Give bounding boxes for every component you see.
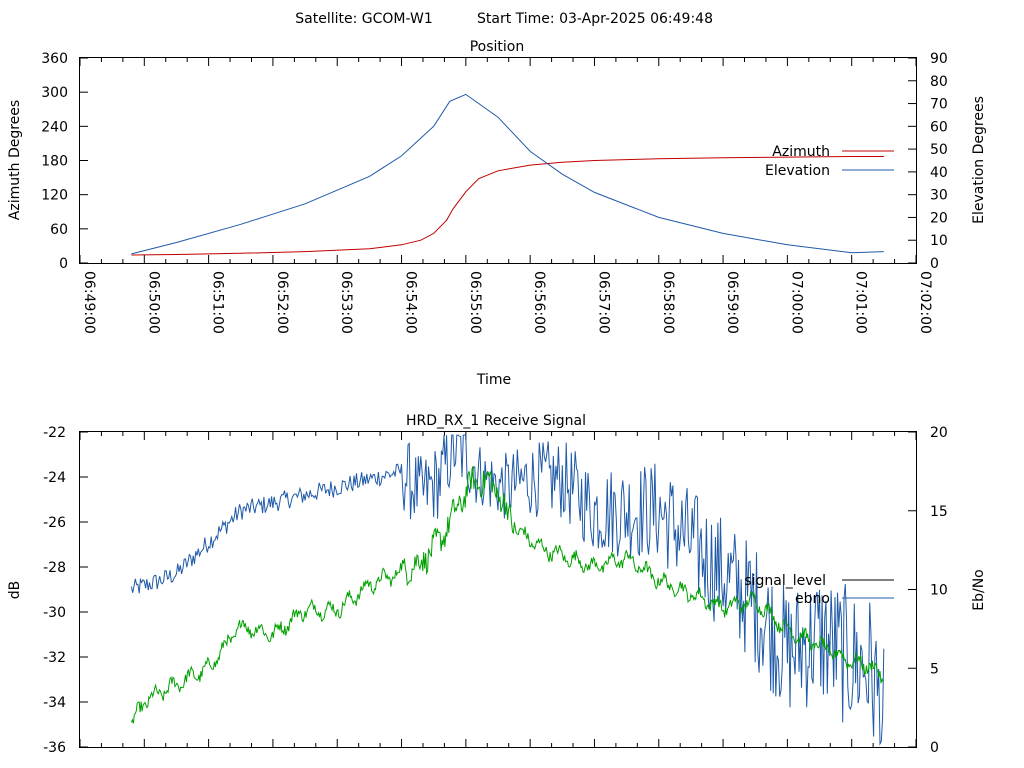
elevation-tick-label: 30 [930,188,948,204]
db-tick-label: -32 [43,650,66,666]
time-tick-label: 06:52:00 [274,271,290,334]
time-tick-label: 06:49:00 [81,271,97,334]
azimuth-tick-label: 120 [41,188,68,204]
ebno-tick-label: 5 [930,661,939,677]
position-xlabel: Time [476,372,511,388]
time-tick-label: 07:02:00 [917,271,933,334]
time-tick-label: 06:57:00 [595,271,611,334]
position-legend: Azimuth Elevation [765,144,894,179]
ebno-tick-label: 0 [930,740,939,756]
azimuth-tick-label: 60 [50,222,68,238]
receive-signal-legend: signal_level ebno [744,573,894,607]
time-tick-label: 07:01:00 [853,271,869,334]
ebno-line [130,434,885,746]
position-ylabel: Azimuth Degrees [7,100,23,220]
time-tick-label: 06:58:00 [660,271,676,334]
azimuth-tick-label: 360 [41,51,68,67]
elevation-tick-label: 70 [930,97,948,113]
position-chart: Position 0 60 120 180 240 300 360 0 10 20 30 40 50 60… [7,39,987,388]
elevation-tick-label: 50 [930,142,948,158]
elevation-tick-label: 40 [930,165,948,181]
ebno-tick-label: 20 [930,425,948,441]
azimuth-tick-label: 180 [41,154,68,170]
elevation-tick-label: 0 [930,256,939,272]
elevation-line [131,93,884,255]
elevation-tick-label: 60 [930,119,948,135]
time-tick-label: 06:53:00 [338,271,354,334]
db-tick-label: -30 [43,605,66,621]
time-tick-label: 06:56:00 [531,271,547,334]
receive-signal-title: HRD_RX_1 Receive Signal [406,413,586,429]
start-time-label: Start Time: 03-Apr-2025 06:49:48 [477,11,713,27]
legend-azimuth-label: Azimuth [772,144,830,160]
db-tick-label: -22 [43,425,66,441]
receive-signal-plot-frame [79,431,917,748]
azimuth-tick-label: 0 [59,256,68,272]
ebno-tick-label: 15 [930,504,948,520]
receive-signal-chart: HRD_RX_1 Receive Signal -36 -34 -32 -30 -28 -… [7,413,987,756]
receive-signal-y2label: Eb/No [971,569,987,611]
receive-signal-ylabel: dB [7,581,23,600]
position-y2label: Elevation Degrees [971,96,987,224]
time-tick-label: 06:55:00 [467,271,483,334]
time-tick-label: 07:00:00 [788,271,804,334]
satellite-label: Satellite: GCOM-W1 [295,11,432,27]
position-plot-frame [79,57,917,264]
db-tick-label: -36 [43,740,66,756]
ebno-tick-label: 10 [930,583,948,599]
legend-ebno-label: ebno [795,591,830,607]
legend-elevation-label: Elevation [765,163,830,179]
azimuth-tick-label: 240 [41,119,68,135]
time-tick-label: 06:54:00 [403,271,419,334]
time-tick-label: 06:51:00 [210,271,226,334]
legend-signal-level-label: signal_level [744,573,826,589]
elevation-tick-label: 80 [930,74,948,90]
db-tick-label: -24 [43,470,66,486]
position-title: Position [470,39,525,55]
elevation-tick-label: 90 [930,51,948,67]
azimuth-line [131,156,884,256]
db-tick-label: -34 [43,695,66,711]
green-signal-line [130,466,884,724]
time-tick-label: 06:50:00 [145,271,161,334]
db-tick-label: -28 [43,560,66,576]
db-tick-label: -26 [43,515,66,531]
elevation-tick-label: 10 [930,233,948,249]
time-tick-label: 06:59:00 [724,271,740,334]
azimuth-tick-label: 300 [41,85,68,101]
elevation-tick-label: 20 [930,210,948,226]
